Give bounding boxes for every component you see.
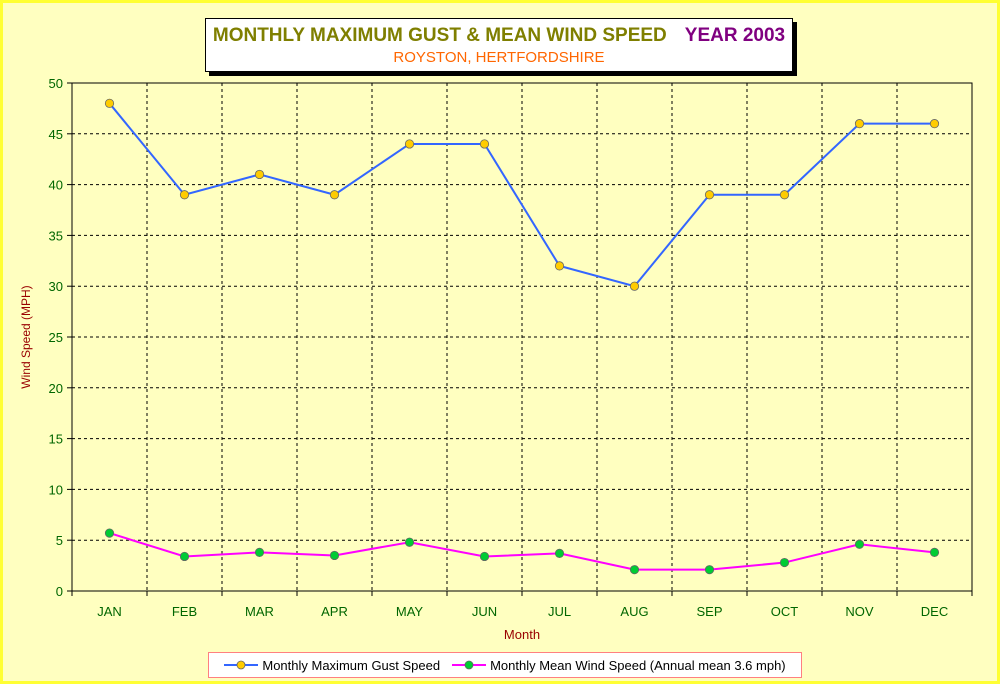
x-axis-title: Month — [504, 627, 540, 642]
x-tick-label: JUN — [472, 604, 497, 619]
series-1-point — [629, 565, 640, 575]
series-0-point — [554, 261, 565, 271]
series-1-point — [404, 537, 415, 547]
series-0-point — [479, 139, 490, 149]
series-line-1 — [109, 532, 935, 571]
x-tick-label: MAY — [396, 604, 424, 619]
legend-label-gust: Monthly Maximum Gust Speed — [262, 657, 441, 673]
x-tick-label: APR — [321, 604, 348, 619]
x-tick-label: AUG — [620, 604, 648, 619]
series-line-0 — [108, 102, 935, 288]
x-tick-label: JUL — [548, 604, 571, 619]
series-0-point — [329, 190, 340, 200]
series-0-point — [404, 139, 415, 149]
series-0-point — [854, 119, 865, 129]
chart-title-line: MONTHLY MAXIMUM GUST & MEAN WIND SPEED YE… — [206, 25, 792, 47]
y-tick-label: 40 — [49, 178, 63, 193]
x-tick-label: DEC — [921, 604, 948, 619]
chart-title: MONTHLY MAXIMUM GUST & MEAN WIND SPEED — [212, 25, 667, 46]
series-0-point — [704, 190, 715, 200]
y-axis-title: Wind Speed (MPH) — [19, 285, 33, 388]
legend-item-mean: Monthly Mean Wind Speed (Annual mean 3.6… — [452, 658, 786, 673]
line-chart: 0 5 10 15 20 25 30 35 40 45 50 JAN FEB MAR APR MAY JUN JU… — [19, 76, 973, 642]
legend: Monthly Maximum Gust Speed Monthly Mean … — [208, 652, 802, 678]
series-1-point — [704, 565, 715, 575]
legend-label-mean: Monthly Mean Wind Speed (Annual mean 3.6… — [490, 657, 786, 673]
y-tick-label: 45 — [49, 127, 63, 142]
series-1-point — [779, 557, 790, 568]
x-tick-label: SEP — [696, 604, 722, 619]
series-0-point — [179, 190, 190, 200]
series-0-point — [254, 169, 265, 180]
y-tick-label: 30 — [49, 279, 63, 294]
series-0-point — [104, 98, 115, 108]
y-tick-label: 25 — [49, 330, 63, 345]
series-1-point — [329, 550, 340, 561]
series-1-point — [929, 547, 940, 557]
x-tick-label: FEB — [172, 604, 197, 619]
chart-title-box: MONTHLY MAXIMUM GUST & MEAN WIND SPEED YE… — [205, 18, 793, 72]
legend-swatch-gust — [224, 660, 259, 670]
series-0-point — [629, 281, 640, 291]
series-0-point — [779, 190, 790, 200]
chart-subtitle: ROYSTON, HERTFORDSHIRE — [393, 49, 605, 66]
x-tick-label: NOV — [845, 604, 874, 619]
x-tick-label: OCT — [771, 604, 799, 619]
x-tick-label: JAN — [97, 604, 122, 619]
y-tick-label: 15 — [49, 432, 63, 447]
legend-item-gust: Monthly Maximum Gust Speed — [224, 658, 440, 673]
series-1-point — [104, 528, 115, 538]
y-tick-label: 10 — [49, 482, 63, 497]
y-tick-label: 0 — [56, 584, 63, 599]
series-0-point — [929, 119, 940, 129]
y-tick-label: 20 — [49, 381, 63, 396]
chart-title-year: YEAR 2003 — [684, 25, 786, 46]
series-1-point — [179, 551, 190, 562]
y-tick-label: 5 — [56, 533, 63, 548]
legend-swatch-mean — [452, 660, 487, 670]
series-1-point — [554, 548, 565, 559]
y-tick-label: 50 — [49, 76, 63, 91]
series-1-point — [479, 551, 490, 562]
series-1-point — [854, 539, 865, 549]
series-1-point — [254, 547, 265, 557]
x-tick-label: MAR — [245, 604, 274, 619]
y-tick-label: 35 — [49, 228, 63, 243]
